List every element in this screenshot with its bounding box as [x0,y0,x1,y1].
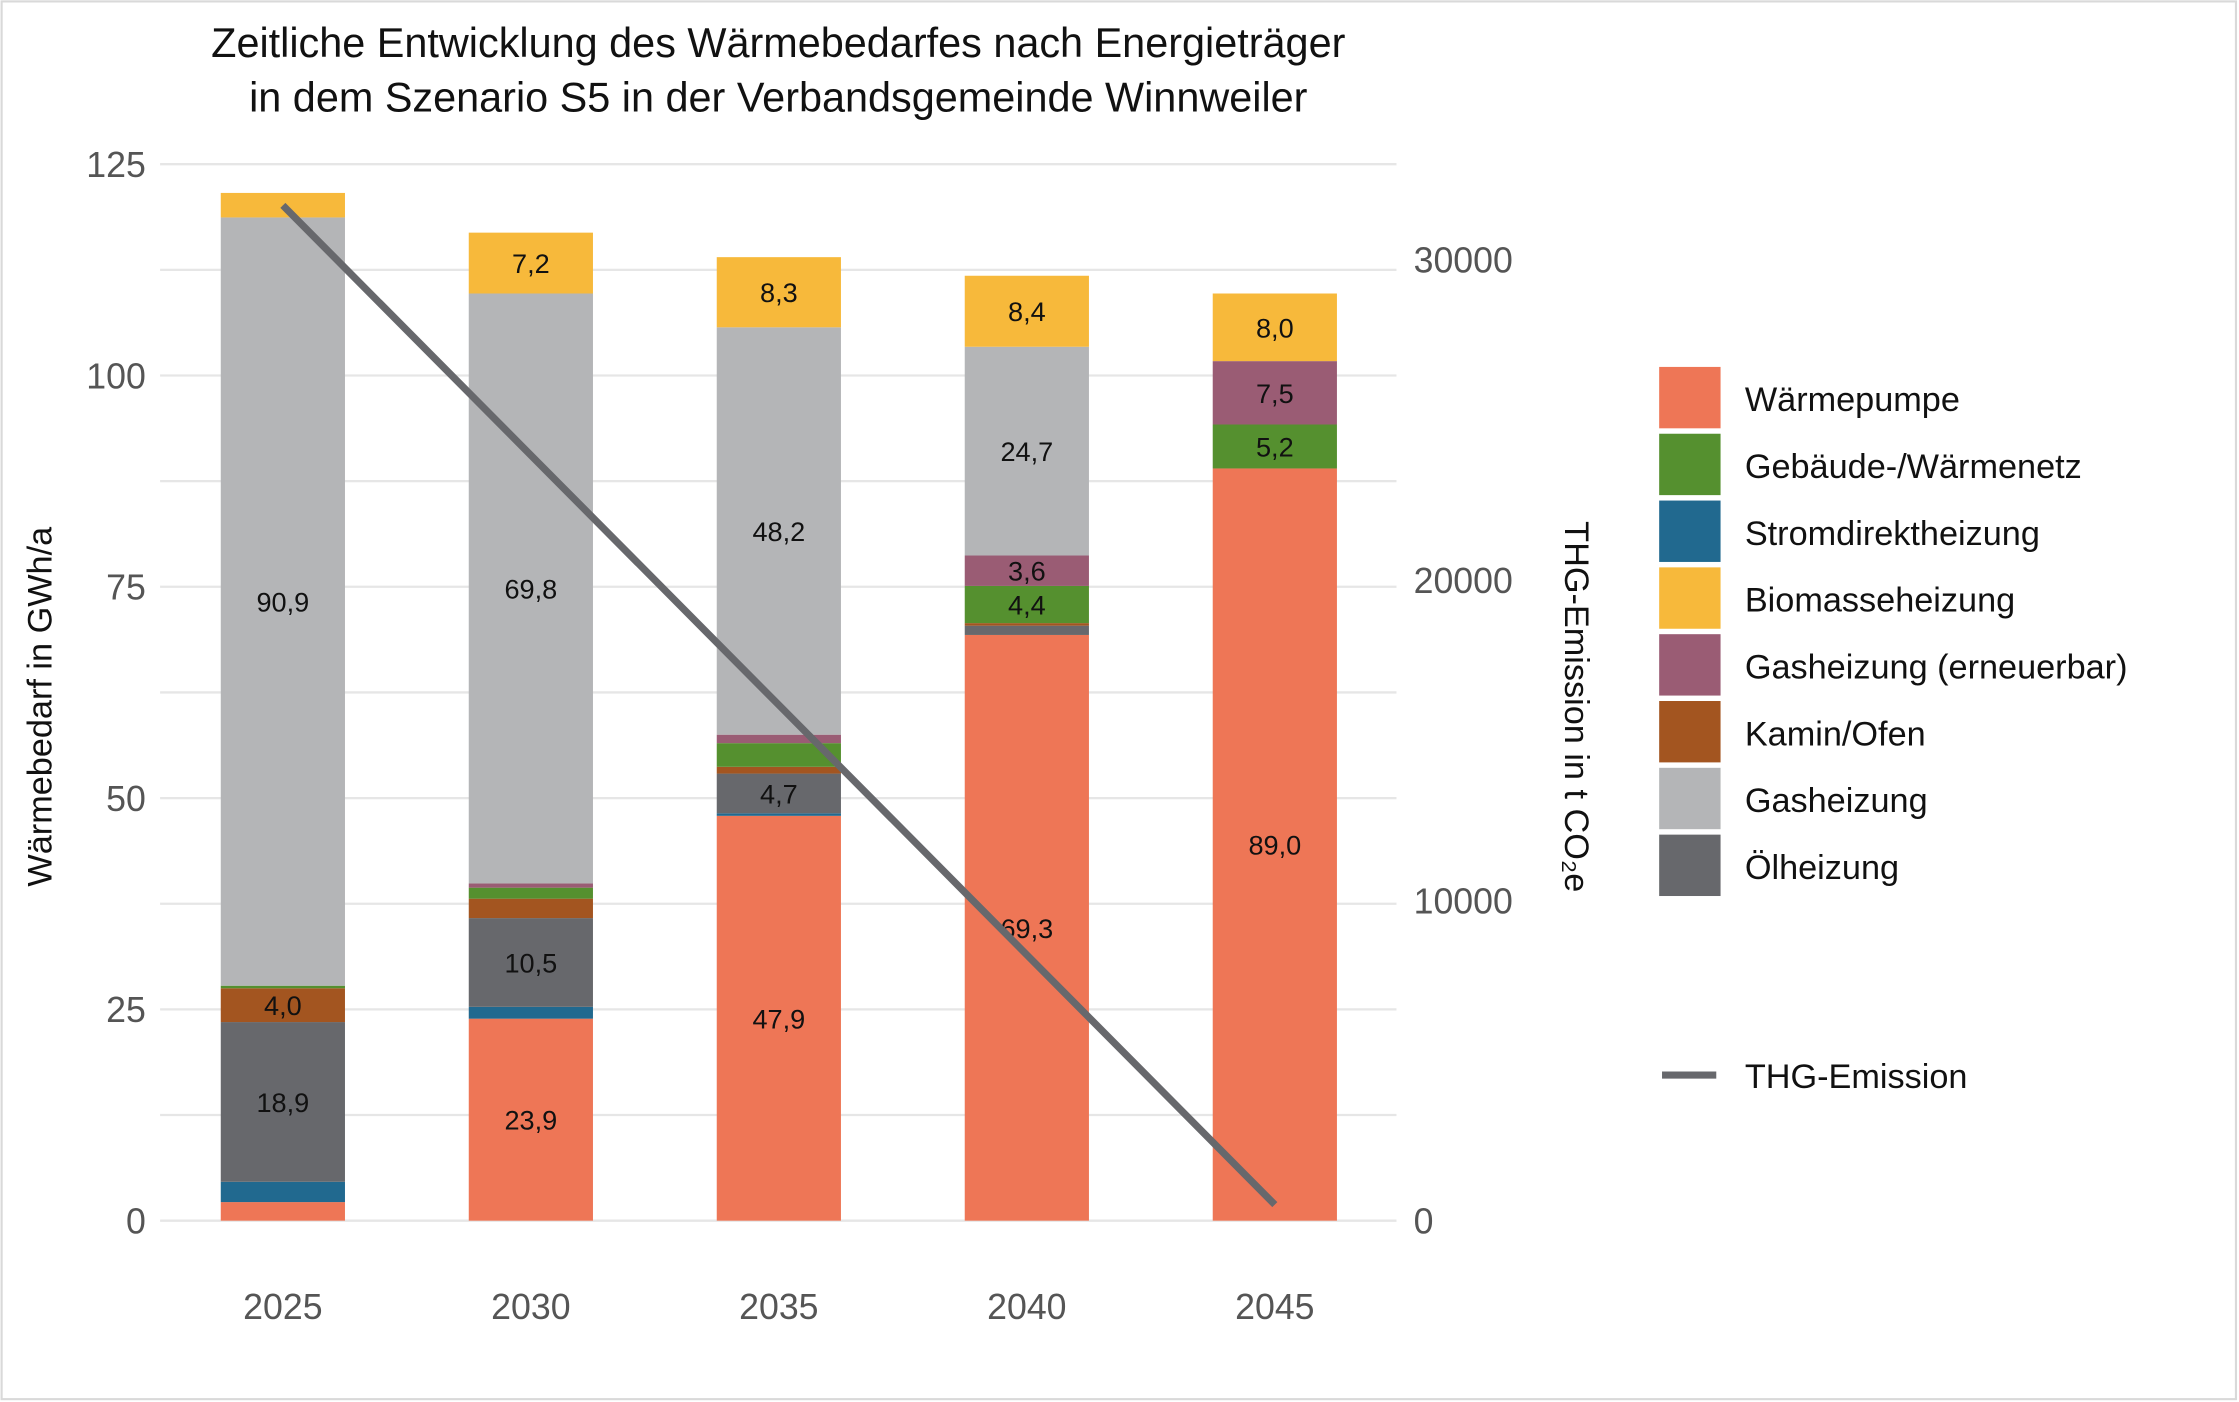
y-right-tick-label: 30000 [1414,241,1513,281]
legend-swatch [1659,500,1721,562]
legend-swatch [1659,433,1721,496]
legend-label: Gebäude-/Wärmenetz [1745,448,2082,486]
legend-swatch [1659,834,1721,897]
bar-data-label: 23,9 [504,1105,557,1136]
axis-ticks: 0 25 50 75 100 125 0 10000 20000 30000 2025 2030 203… [86,145,1513,1327]
bar-data-label: 4,7 [760,778,798,809]
legend-label: THG-Emission [1745,1058,1968,1096]
bar-segment [716,734,841,744]
bar-data-label: 4,4 [1008,590,1046,621]
legend-swatch [1659,634,1721,696]
bar-segment [716,813,841,816]
y-right-tick-label: 10000 [1414,881,1513,921]
bar-data-label: 48,2 [752,516,805,547]
x-tick-label: 2035 [739,1287,818,1327]
bar-segment [468,1006,593,1019]
bar-segment [964,623,1089,626]
legend-swatch [1659,366,1721,429]
bar-segment [468,1018,593,1221]
bar-segment [964,346,1089,556]
bar-data-label: 10,5 [504,947,557,978]
y-tick-label: 25 [106,990,146,1030]
y-tick-label: 75 [106,568,146,608]
bar-data-label: 4,0 [264,990,302,1021]
bar-segment [468,918,593,1007]
bar-data-label: 47,9 [752,1003,805,1034]
chart-title-line-1: Zeitliche Entwicklung des Wärmebedarfes … [211,20,1345,66]
legend-label: Stromdirektheizung [1745,515,2040,553]
bar-segment [220,217,345,986]
legend: Wärmepumpe Gebäude-/Wärmenetz Stromdirekth… [1659,366,2128,1096]
x-tick-label: 2025 [243,1287,322,1327]
bar-segment [220,192,345,218]
bar-segment [964,585,1089,624]
bar-data-label: 69,8 [504,573,557,604]
legend-swatch [1659,567,1721,629]
bar-segment [220,985,345,989]
bar-segment [468,898,593,919]
legend-swatch [1659,767,1721,830]
y-tick-label: 125 [86,145,146,185]
bar-segment [468,887,593,899]
bar-segment [716,743,841,767]
bar-data-label: 89,0 [1248,830,1301,861]
bar-data-label: 8,4 [1008,296,1046,327]
legend-label: Ölheizung [1745,849,1899,887]
y-axis-right-label: THG-Emission in t CO₂e [1557,521,1595,892]
legend-swatch [1659,701,1721,763]
bar-segment [220,1022,345,1182]
bar-segment [1212,424,1337,469]
bar-segment [220,988,345,1023]
chart-title-line-2: in dem Szenario S5 in der Verbandsgemein… [249,74,1308,120]
x-tick-label: 2040 [987,1287,1066,1327]
bar-data-label: 7,2 [512,248,550,279]
bar-segment [964,555,1089,586]
bar-segment [220,1181,345,1203]
y-tick-label: 50 [106,779,146,819]
bar-data-label: 5,2 [1256,431,1294,462]
bar-segment [1212,361,1337,425]
bar-segment [716,773,841,814]
legend-label: Wärmepumpe [1745,381,1960,419]
emission-line-layer [280,202,1278,1208]
bar-segment [716,815,841,1221]
y-tick-label: 0 [126,1202,146,1242]
x-tick-label: 2030 [491,1287,570,1327]
bar-segment [468,883,593,888]
bar-segment [1212,293,1337,362]
bar-data-label: 8,0 [1256,312,1294,343]
y-right-tick-label: 20000 [1414,561,1513,601]
y-axis-label: Wärmebedarf in GWh/a [22,526,60,887]
bar-segment [716,766,841,774]
legend-label: Biomasseheizung [1745,582,2015,620]
bar-segment [964,275,1089,347]
bar-segment [716,257,841,328]
bar-segment [964,625,1089,635]
bars: 18,9 4,0 90,9 23,9 10,5 69,8 7,2 47,9 4,7 48,2 8,3… [220,192,1337,1221]
bar-data-label: 90,9 [256,587,309,618]
bar-data-label: 7,5 [1256,378,1294,409]
x-tick-label: 2045 [1235,1287,1314,1327]
bar-segment [220,1202,345,1221]
bar-data-label: 24,7 [1000,436,1053,467]
bar-segment [964,634,1089,1221]
legend-label: Gasheizung [1745,782,1928,820]
y-tick-label: 100 [86,356,146,396]
bar-segment [468,293,593,884]
y-right-tick-label: 0 [1414,1202,1434,1242]
legend-label: Kamin/Ofen [1745,715,1926,753]
legend-label: Gasheizung (erneuerbar) [1745,648,2128,686]
bar-segment [1212,468,1337,1221]
bar-data-label: 18,9 [256,1087,309,1118]
bar-data-label: 8,3 [760,277,798,308]
bar-data-label: 3,6 [1008,556,1046,587]
bar-segment [468,232,593,294]
